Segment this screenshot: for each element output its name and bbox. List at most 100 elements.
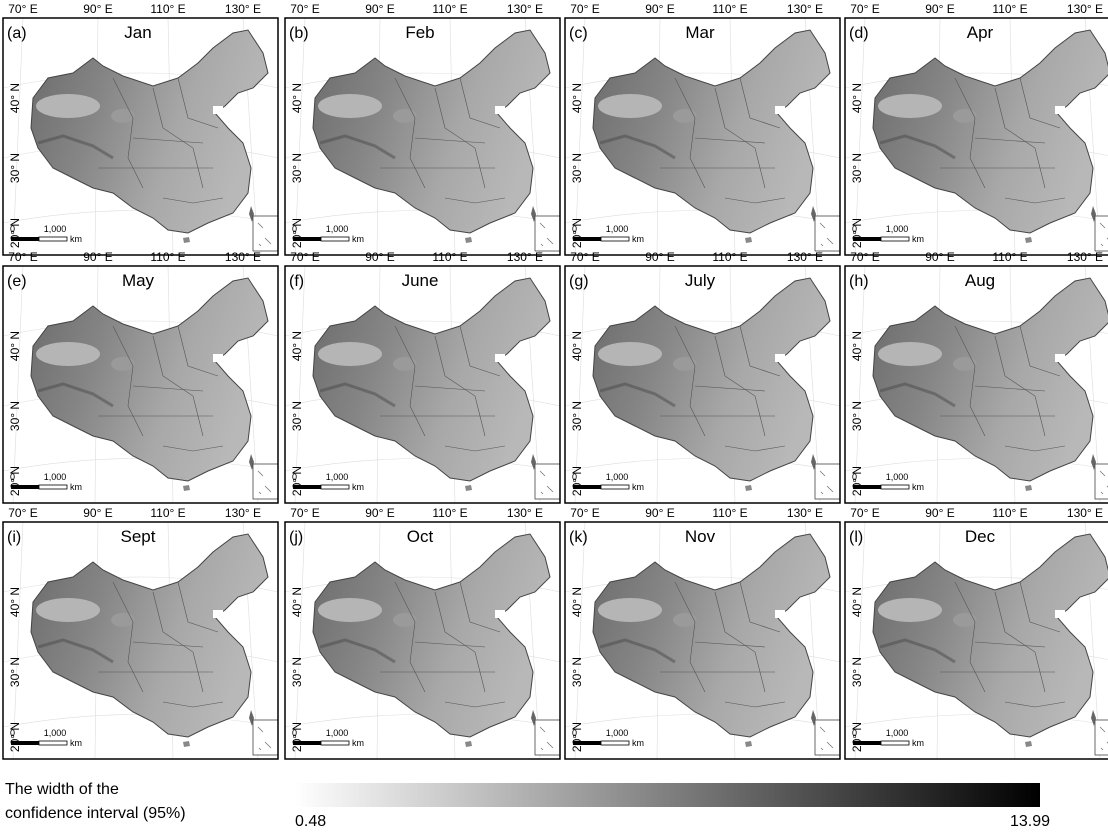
longitude-label: 110° E xyxy=(992,250,1027,264)
latitude-label: 40° N xyxy=(8,83,22,113)
longitude-label: 70° E xyxy=(850,2,879,16)
longitude-label: 130° E xyxy=(787,250,823,264)
longitude-label: 130° E xyxy=(507,506,543,520)
longitude-label: 90° E xyxy=(925,506,954,520)
longitude-label: 130° E xyxy=(787,506,823,520)
scale-distance: 1,000 xyxy=(606,728,629,738)
legend-min: 0.48 xyxy=(295,813,326,830)
panel-frame xyxy=(284,17,561,256)
scale-bar xyxy=(600,236,630,242)
panel-frame xyxy=(844,521,1108,760)
longitude-label: 110° E xyxy=(432,506,467,520)
scale-distance: 1,000 xyxy=(326,224,349,234)
panel-frame xyxy=(284,521,561,760)
map-panel: 70° E 90° E 110° E 130° E40° N30° N20° N(i)… xyxy=(1,506,280,761)
longitude-label: 90° E xyxy=(925,2,954,16)
latitude-label: 30° N xyxy=(8,657,22,687)
latitude-label: 30° N xyxy=(570,153,584,183)
latitude-label: 30° N xyxy=(850,153,864,183)
scale-distance: 1,000 xyxy=(886,472,909,482)
scale-bar xyxy=(320,484,350,490)
latitude-label: 40° N xyxy=(850,587,864,617)
scale-bar xyxy=(38,740,68,746)
longitude-label: 130° E xyxy=(507,2,543,16)
scale-zero: 0 xyxy=(572,472,577,482)
longitude-label: 90° E xyxy=(365,250,394,264)
panel-month: Oct xyxy=(407,527,434,546)
longitude-label: 70° E xyxy=(850,506,879,520)
scale-bar xyxy=(320,740,350,746)
longitude-label: 130° E xyxy=(787,2,823,16)
longitude-label: 130° E xyxy=(225,506,261,520)
panel-frame xyxy=(564,17,841,256)
map-panel: 70° E 90° E 110° E 130° E40° N30° N20° N(j)… xyxy=(283,506,562,761)
longitude-label: 130° E xyxy=(1067,506,1103,520)
longitude-label: 110° E xyxy=(992,2,1027,16)
latitude-label: 40° N xyxy=(8,587,22,617)
scale-zero: 0 xyxy=(852,728,857,738)
scale-unit: km xyxy=(912,738,924,748)
longitude-label: 70° E xyxy=(570,506,599,520)
panel-month: Aug xyxy=(965,271,995,290)
longitude-label: 70° E xyxy=(570,250,599,264)
scale-unit: km xyxy=(352,738,364,748)
latitude-label: 40° N xyxy=(850,331,864,361)
latitude-label: 40° N xyxy=(290,587,304,617)
map-panel: 70° E 90° E 110° E 130° E40° N30° N20° N(a)… xyxy=(1,2,280,257)
longitude-label: 90° E xyxy=(83,250,112,264)
panel-letter: (l) xyxy=(849,529,863,546)
panel-month: Sept xyxy=(121,527,156,546)
scale-zero: 0 xyxy=(572,224,577,234)
latitude-label: 40° N xyxy=(8,331,22,361)
panel-month: Dec xyxy=(965,527,996,546)
scale-bar xyxy=(600,740,630,746)
latitude-label: 40° N xyxy=(290,331,304,361)
scale-unit: km xyxy=(352,482,364,492)
latitude-label: 30° N xyxy=(8,401,22,431)
map xyxy=(283,520,562,761)
scale-bar xyxy=(38,236,68,242)
panel-frame xyxy=(2,521,279,760)
scale-bar xyxy=(293,237,321,241)
panels: 70° E 90° E 110° E 130° E40° N30° N20° N(a)… xyxy=(1,2,1108,761)
longitude-label: 90° E xyxy=(645,250,674,264)
scale-bar xyxy=(600,484,630,490)
scale-bar xyxy=(320,236,350,242)
longitude-label: 110° E xyxy=(432,2,467,16)
panel-letter: (c) xyxy=(569,25,588,42)
longitude-label: 70° E xyxy=(850,250,879,264)
map xyxy=(843,264,1108,505)
map-panel: 70° E 90° E 110° E 130° E40° N30° N20° N(h)… xyxy=(843,250,1108,505)
scale-unit: km xyxy=(632,482,644,492)
panel-letter: (i) xyxy=(7,529,21,546)
map-panel: 70° E 90° E 110° E 130° E40° N30° N20° N(l)… xyxy=(843,506,1108,761)
scale-distance: 1,000 xyxy=(886,224,909,234)
longitude-label: 70° E xyxy=(290,506,319,520)
latitude-label: 30° N xyxy=(570,657,584,687)
latitude-label: 30° N xyxy=(290,401,304,431)
scale-unit: km xyxy=(632,738,644,748)
scale-bar xyxy=(11,741,39,745)
panel-frame xyxy=(2,265,279,504)
longitude-label: 110° E xyxy=(432,250,467,264)
scale-unit: km xyxy=(70,738,82,748)
scale-unit: km xyxy=(912,234,924,244)
panel-month: June xyxy=(402,271,439,290)
map-panel: 70° E 90° E 110° E 130° E40° N30° N20° N(d)… xyxy=(843,2,1108,257)
panel-month: July xyxy=(685,271,716,290)
scale-unit: km xyxy=(70,482,82,492)
scale-unit: km xyxy=(912,482,924,492)
longitude-label: 110° E xyxy=(712,506,747,520)
longitude-label: 130° E xyxy=(1067,2,1103,16)
map xyxy=(1,264,280,505)
scale-distance: 1,000 xyxy=(326,728,349,738)
scale-bar xyxy=(853,741,881,745)
scale-distance: 1,000 xyxy=(606,224,629,234)
longitude-label: 90° E xyxy=(925,250,954,264)
latitude-label: 30° N xyxy=(290,153,304,183)
map xyxy=(843,520,1108,761)
map-panel: 70° E 90° E 110° E 130° E40° N30° N20° N(c)… xyxy=(563,2,842,257)
longitude-label: 90° E xyxy=(83,506,112,520)
scale-zero: 0 xyxy=(10,472,15,482)
scale-bar xyxy=(880,484,910,490)
